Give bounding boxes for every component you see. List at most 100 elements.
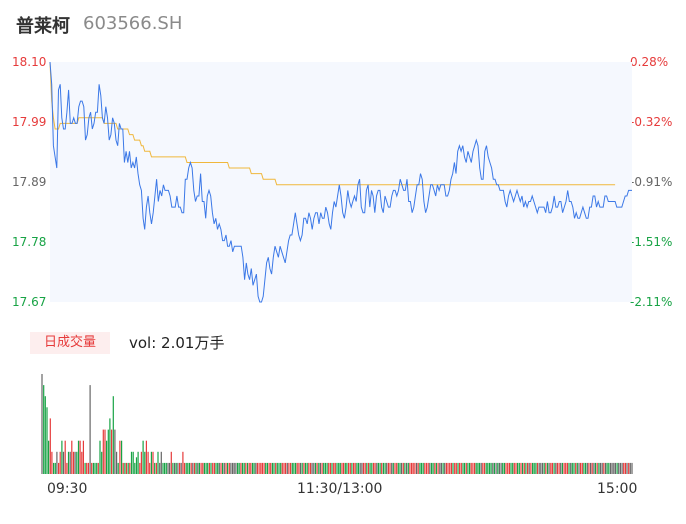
volume-bar	[304, 462, 307, 474]
volume-bar	[599, 462, 602, 474]
volume-bar	[497, 462, 499, 474]
volume-bar	[472, 462, 474, 474]
volume-bar	[232, 462, 234, 474]
volume-bar	[606, 462, 608, 474]
volume-bar	[228, 462, 230, 474]
volume-bar	[512, 462, 514, 474]
volume-bar	[532, 462, 534, 474]
volume-bar	[339, 462, 341, 474]
volume-bar	[303, 462, 305, 474]
volume-bar	[298, 462, 300, 474]
volume-bar	[155, 462, 157, 474]
volume-bar	[588, 462, 590, 474]
volume-bar	[555, 462, 557, 474]
volume-bar	[241, 462, 244, 474]
volume-bar	[518, 462, 520, 474]
volume-bar	[96, 462, 98, 474]
volume-bar	[210, 462, 212, 474]
volume-bar	[369, 462, 371, 474]
volume-bar	[59, 451, 61, 474]
volume-bar	[459, 462, 461, 474]
volume-bar	[333, 462, 335, 474]
volume-bar	[61, 440, 63, 474]
volume-bar	[553, 462, 555, 474]
volume-bar	[543, 462, 545, 474]
volume-bar	[591, 462, 593, 474]
volume-bar	[328, 462, 330, 474]
y-tick-right-1: -0.32%	[630, 115, 673, 129]
volume-bar	[551, 462, 553, 474]
volume-bar	[117, 462, 119, 474]
volume-bar	[177, 462, 179, 474]
volume-bar	[533, 462, 535, 474]
volume-bar	[306, 462, 308, 474]
volume-bar	[631, 462, 633, 474]
volume-bar	[140, 451, 142, 474]
volume-bar	[203, 462, 205, 474]
volume-bar	[147, 451, 149, 474]
volume-bar	[46, 407, 48, 474]
volume-bar	[391, 462, 393, 474]
volume-bar	[323, 462, 325, 474]
volume-bar	[69, 451, 71, 474]
volume-bar	[215, 462, 217, 474]
volume-bar	[535, 462, 537, 474]
volume-bar	[240, 462, 242, 474]
volume-bar	[616, 462, 618, 474]
volume-bar	[485, 462, 487, 474]
volume-bar	[162, 462, 164, 474]
volume-bar	[566, 462, 568, 474]
volume-bar	[575, 462, 577, 474]
volume-bar	[144, 451, 146, 474]
volume-bar	[399, 462, 401, 474]
volume-bar	[276, 462, 278, 474]
volume-bar	[515, 462, 517, 474]
volume-bar	[106, 440, 108, 474]
volume-bar	[104, 429, 106, 474]
volume-bar	[457, 462, 459, 474]
volume-bar	[150, 451, 152, 474]
volume-bar	[407, 462, 409, 474]
volume-bar	[116, 451, 118, 474]
volume-bar	[613, 462, 615, 474]
volume-bar	[197, 462, 199, 474]
volume-bar	[109, 418, 111, 474]
volume-bar	[396, 462, 398, 474]
volume-bar	[384, 462, 386, 474]
volume-bar	[374, 462, 376, 474]
volume-bar	[97, 462, 99, 474]
volume-bar	[164, 462, 166, 474]
volume-bar	[452, 462, 454, 474]
volume-bar	[596, 462, 598, 474]
volume-bar	[578, 462, 580, 474]
volume-bar	[311, 462, 313, 474]
volume-bar	[628, 462, 630, 474]
volume-bar	[404, 462, 406, 474]
volume-bar	[157, 451, 159, 474]
volume-bar	[571, 462, 573, 474]
volume-bar	[295, 462, 297, 474]
volume-bar	[478, 462, 481, 474]
volume-bar	[576, 462, 578, 474]
volume-bar	[450, 462, 452, 474]
volume-bar	[540, 462, 542, 474]
volume-bar	[465, 462, 467, 474]
volume-bar	[175, 462, 177, 474]
volume-bar	[112, 396, 114, 474]
volume-bar	[619, 462, 621, 474]
volume-bar	[132, 451, 134, 474]
volume-bar	[435, 462, 437, 474]
volume-bar	[281, 462, 283, 474]
volume-bar	[51, 451, 53, 474]
volume-bar	[182, 451, 184, 474]
volume-bar	[493, 462, 495, 474]
volume-bar	[467, 462, 469, 474]
volume-bar	[409, 462, 411, 474]
volume-bar	[248, 462, 250, 474]
volume-bar	[397, 462, 399, 474]
volume-bar	[525, 462, 527, 474]
volume-bar	[377, 462, 379, 474]
volume-bar	[379, 462, 381, 474]
x-tick-open: 09:30	[47, 481, 88, 497]
